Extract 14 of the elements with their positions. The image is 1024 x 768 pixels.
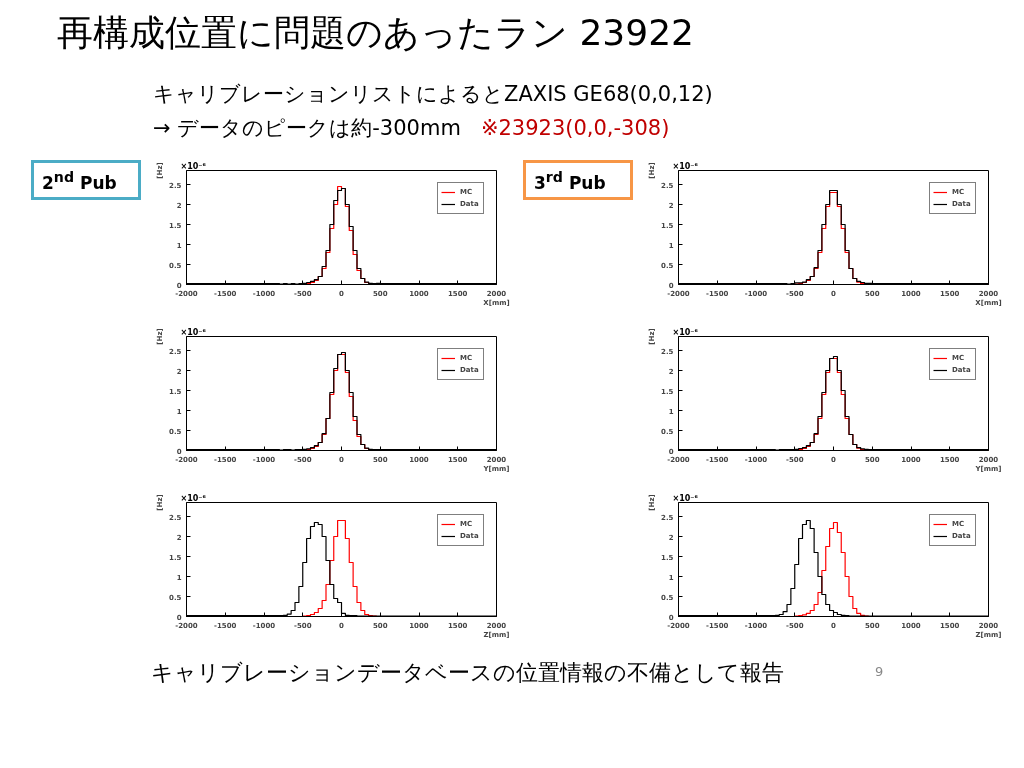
text: ※23923(0,0,-308) <box>480 116 670 140</box>
text: 3$^{rd}$ Pub <box>534 168 606 195</box>
annotation: ×10⁻⁶ <box>180 327 207 337</box>
text: 9 <box>875 663 884 681</box>
annotation: ×10⁻⁶ <box>180 161 207 171</box>
annotation: ×10⁻⁶ <box>672 327 699 337</box>
text: キャリブレーションデータベースの位置情報の不備として報告 <box>151 659 784 687</box>
chart-title: 再構成位置に問題のあったラン 23922 <box>57 11 694 55</box>
annotation: ×10⁻⁶ <box>672 493 699 503</box>
text: 2$^{nd}$ Pub <box>42 168 117 195</box>
annotation: ×10⁻⁶ <box>672 161 699 171</box>
text: → データのピークは約-300mm <box>153 116 461 140</box>
annotation: ×10⁻⁶ <box>180 493 207 503</box>
chart-subtitle: キャリブレーションリストによるとZAXIS GE68(0,0,12) <box>153 82 713 106</box>
